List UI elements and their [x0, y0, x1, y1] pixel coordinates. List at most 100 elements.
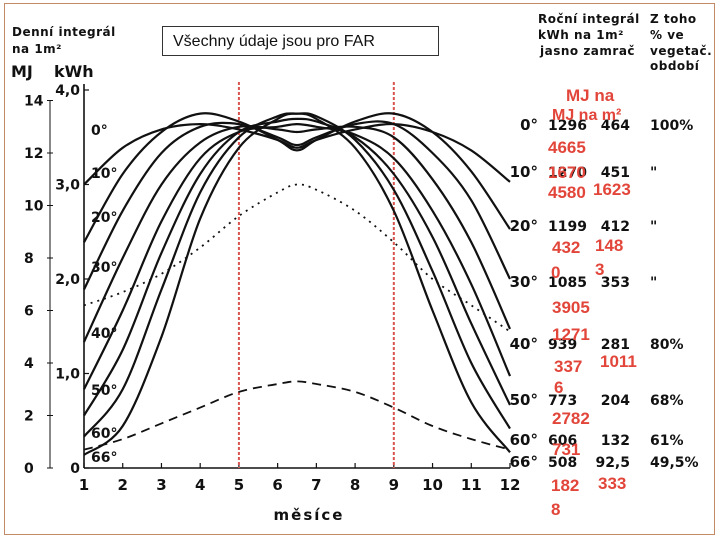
table-cloudy-7: 92,5 — [595, 455, 630, 471]
overlay-unit: MJ na m² — [552, 107, 622, 124]
table-percent-4: 80% — [650, 337, 684, 353]
annual-header-line3: jasno zamrač — [540, 44, 636, 58]
table-cloudy-6: 132 — [601, 433, 630, 449]
pct-header-line3: vegetač. — [650, 44, 713, 58]
curve-label-left-6: 60° — [91, 426, 117, 442]
y-mj-tick-label: 14 — [24, 94, 44, 110]
curve-label-left-7: 66° — [91, 450, 117, 466]
pct-header-line4: období — [650, 59, 700, 73]
table-sunny-0: 1296 — [548, 118, 587, 134]
curve-label-left-0: 0° — [91, 123, 108, 139]
curve-label-left-1: 10° — [91, 166, 117, 182]
table-cloudy-1: 451 — [601, 165, 630, 181]
pct-header-line1: Z toho — [650, 12, 697, 26]
table-angle-3: 30° — [510, 273, 538, 291]
x-tick-label: 3 — [156, 476, 166, 494]
table-percent-2: " — [650, 219, 657, 235]
y-mj-tick-label: 0 — [24, 461, 34, 477]
table-angle-2: 20° — [510, 217, 538, 235]
x-tick-label: 2 — [118, 476, 128, 494]
table-sunny-4: 939 — [548, 337, 577, 353]
table-percent-7: 49,5% — [650, 455, 699, 471]
table-angle-4: 40° — [510, 335, 538, 353]
series-line-40deg — [83, 125, 512, 343]
overlay-value-13: 2782 — [552, 409, 590, 428]
overlay-value-1: 1670 — [548, 163, 586, 182]
table-cloudy-5: 204 — [601, 393, 630, 409]
overlay-value-7: 3 — [595, 260, 605, 279]
table-sunny-5: 773 — [548, 393, 577, 409]
x-axis-title: měsíce — [274, 506, 345, 524]
table-sunny-2: 1199 — [548, 219, 587, 235]
overlay-value-4: 432 — [552, 238, 581, 257]
overlay-value-17: 8 — [551, 500, 561, 519]
annual-header-line1: Roční integrál — [538, 12, 640, 26]
table-percent-6: 61% — [650, 433, 684, 449]
overlay-unit-line1: MJ na — [566, 86, 615, 105]
x-tick-label: 12 — [500, 476, 521, 494]
left-title-line2: na 1m² — [12, 42, 62, 56]
series-line-10deg — [83, 112, 511, 438]
overlay-value-11: 1011 — [600, 352, 637, 371]
x-tick-label: 6 — [272, 476, 282, 494]
table-sunny-7: 508 — [548, 455, 577, 471]
table-percent-0: 100% — [650, 118, 693, 134]
series-line-50deg — [83, 120, 511, 290]
series-line-66deg — [83, 122, 511, 186]
overlay-value-5: 148 — [595, 236, 624, 255]
table-cloudy-4: 281 — [601, 337, 630, 353]
series-line-20deg — [83, 117, 511, 417]
overlay-value-2: 4580 — [548, 183, 586, 202]
far-note-box: Všechny údaje jsou pro FAR — [162, 26, 439, 56]
curve-label-left-5: 50° — [91, 383, 117, 399]
table-sunny-3: 1085 — [548, 275, 587, 291]
overlay-value-9: 1271 — [552, 325, 590, 344]
table-cloudy-3: 353 — [601, 275, 630, 291]
y-mj-tick-label: 12 — [24, 146, 43, 162]
overlay-value-0: 4665 — [548, 138, 586, 157]
y-mj-tick-label: 10 — [24, 199, 44, 215]
y-mj-tick-label: 8 — [24, 251, 34, 267]
table-angle-1: 10° — [510, 163, 538, 181]
overlay-value-14: 731 — [552, 440, 581, 459]
y-mj-tick-label: 2 — [24, 409, 34, 425]
curve-label-left-2: 20° — [91, 210, 117, 226]
table-cloudy-2: 412 — [601, 219, 630, 235]
left-title-line1: Denní integrál — [12, 25, 116, 39]
table-sunny-6: 606 — [548, 433, 577, 449]
y-mj-tick-label: 4 — [24, 356, 34, 372]
table-sunny-1: 1270 — [548, 165, 587, 181]
unit-mj: MJ — [11, 62, 33, 81]
curve-label-left-3: 30° — [91, 260, 117, 276]
table-angle-0: 0° — [520, 116, 538, 134]
curve-label-left-4: 40° — [91, 326, 117, 342]
pct-header-line2: % ve — [650, 28, 685, 42]
annual-header-line2: kWh na 1m² — [538, 28, 624, 42]
overlay-value-12: 6 — [554, 378, 564, 397]
table-cloudy-0: 464 — [601, 118, 630, 134]
table-percent-1: " — [650, 165, 657, 181]
x-tick-label: 9 — [389, 476, 399, 494]
table-percent-5: 68% — [650, 393, 684, 409]
labels-layer: 0° 10° 20° 30° 40° 50° 60° 66° 0° 1296 464 100% 10° 1… — [91, 116, 699, 471]
table-angle-7: 66° — [510, 453, 538, 471]
y-kwh-tick-label: 1,0 — [55, 367, 80, 383]
y-kwh-tick-label: 2,0 — [55, 272, 80, 288]
y-kwh-tick-label: 4,0 — [55, 83, 80, 99]
overlay-value-15: 182 — [551, 476, 580, 495]
table-percent-3: " — [650, 275, 657, 291]
overlay-value-6: 0 — [551, 263, 561, 282]
slide-frame — [4, 3, 715, 535]
series-layer — [83, 112, 512, 456]
table-angle-6: 60° — [510, 431, 538, 449]
vertical-markers — [237, 82, 395, 468]
overlay-value-10: 337 — [554, 357, 583, 376]
y-mj-tick-label: 6 — [24, 304, 34, 320]
x-tick-label: 4 — [195, 476, 205, 494]
y-kwh-tick-label: 0 — [70, 461, 80, 477]
x-tick-label: 8 — [350, 476, 360, 494]
overlay-value-3: 1623 — [593, 180, 631, 199]
series-line-30deg — [83, 122, 512, 390]
overlay-value-8: 3905 — [552, 298, 590, 317]
